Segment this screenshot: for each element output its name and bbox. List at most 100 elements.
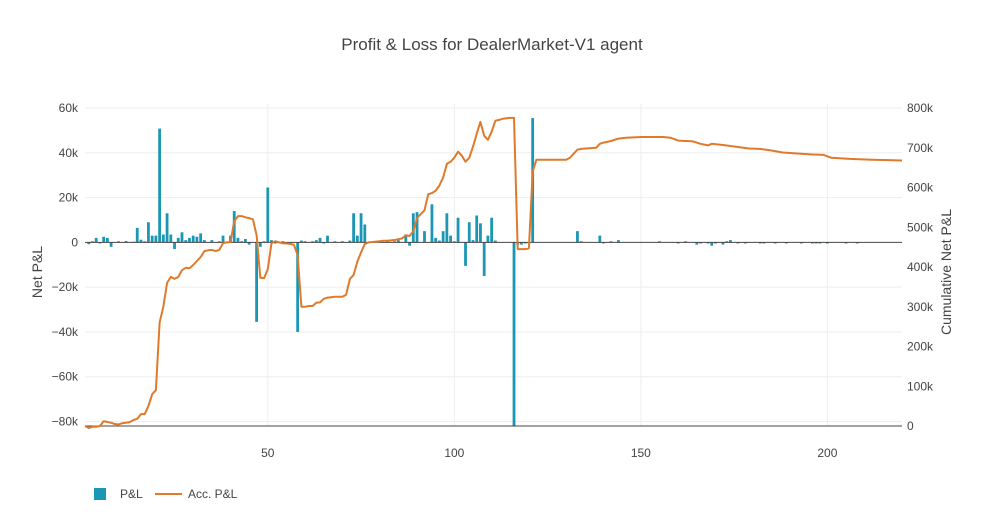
pnl-bar <box>684 241 688 243</box>
pnl-bar <box>188 237 191 243</box>
pnl-bar <box>169 234 173 243</box>
pnl-bar <box>352 213 356 243</box>
pnl-bar <box>341 241 344 243</box>
pnl-bar <box>486 235 490 243</box>
pnl-bar <box>602 242 605 244</box>
pnl-bar <box>471 240 475 243</box>
pnl-bar <box>363 224 367 243</box>
pnl-bar <box>270 240 273 243</box>
y-tick-label: −40k <box>52 325 79 339</box>
pnl-bar <box>676 242 680 244</box>
pnl-bar <box>180 232 184 243</box>
pnl-bar <box>154 235 158 243</box>
pnl-bar <box>617 240 620 243</box>
pnl-bar <box>98 242 102 244</box>
pnl-bar <box>464 242 467 266</box>
pnl-bar <box>393 241 397 243</box>
pnl-bar <box>658 241 661 243</box>
pnl-bar <box>493 240 497 243</box>
pnl-bar <box>438 240 441 243</box>
pnl-bar <box>273 242 277 244</box>
pnl-bar <box>165 213 169 243</box>
pnl-bar <box>296 242 300 332</box>
pnl-bar <box>135 227 139 243</box>
pnl-bar <box>322 242 326 244</box>
pnl-bar <box>105 237 109 243</box>
pnl-bar <box>173 242 176 250</box>
axis-ticks: −80k −60k −40k −20k 0 20k 40k 60k 0 100k 200k 300k 4… <box>52 101 934 460</box>
pnl-bar <box>255 242 259 322</box>
pnl-bar <box>710 242 714 246</box>
y-tick-label: −80k <box>52 415 79 429</box>
pnl-bar <box>199 233 203 243</box>
y2-tick-label: 700k <box>907 141 934 155</box>
pnl-bar <box>762 242 766 244</box>
pnl-bar <box>396 240 400 243</box>
pnl-bar <box>758 242 762 244</box>
pnl-bar <box>87 242 91 245</box>
chart-title: Profit & Loss for DealerMarket-V1 agent <box>341 35 643 54</box>
pnl-bar <box>520 242 523 245</box>
pnl-bar <box>490 217 494 243</box>
pnl-bar <box>784 242 788 244</box>
pnl-bar <box>445 213 449 243</box>
pnl-bar <box>576 231 579 243</box>
pnl-bar <box>695 242 699 245</box>
pnl-bar <box>117 241 120 243</box>
y2-tick-label: 800k <box>907 101 934 115</box>
pnl-bar <box>415 212 419 243</box>
pnl-bars <box>87 118 859 426</box>
pnl-bar <box>184 240 188 243</box>
y2-tick-label: 300k <box>907 300 934 314</box>
pnl-bar <box>479 223 482 243</box>
pnl-bar <box>598 235 602 243</box>
pnl-bar <box>482 242 486 276</box>
y-axis-title: Net P&L <box>29 246 45 298</box>
pnl-bar <box>109 242 113 247</box>
y2-tick-label: 500k <box>907 220 934 234</box>
legend-label-pnl: P&L <box>120 487 143 501</box>
pnl-bar <box>814 242 818 244</box>
pnl-bar <box>91 241 94 243</box>
pnl-bar <box>456 217 460 243</box>
pnl-bar <box>314 240 318 243</box>
y-tick-label: 0 <box>71 235 78 249</box>
x-tick-label: 200 <box>817 446 837 460</box>
pnl-bar <box>359 213 363 243</box>
pnl-bar <box>348 240 352 243</box>
pnl-bar <box>202 240 206 243</box>
pnl-bar <box>449 235 452 243</box>
pnl-bar <box>247 242 251 245</box>
zero-line <box>85 241 902 427</box>
pnl-bar <box>94 237 98 243</box>
pnl-bar <box>512 242 516 426</box>
pnl-bar <box>217 241 221 243</box>
pnl-bar <box>467 222 471 243</box>
x-tick-label: 50 <box>261 446 275 460</box>
pnl-bar <box>773 242 777 244</box>
acc-pnl-line <box>84 116 903 429</box>
pnl-bar <box>799 242 803 244</box>
pnl-bar <box>818 242 822 244</box>
pnl-bar <box>258 242 262 247</box>
pnl-bar <box>706 242 710 244</box>
pnl-bar <box>423 231 426 243</box>
pnl-bar <box>475 215 479 243</box>
legend[interactable]: P&L Acc. P&L <box>94 487 238 501</box>
pnl-bar <box>124 241 128 243</box>
pnl-bar <box>441 231 445 243</box>
pnl-bar <box>191 235 195 243</box>
pnl-bar <box>262 241 266 243</box>
pnl-bar <box>743 242 747 244</box>
pnl-bar <box>210 240 214 243</box>
y-tick-label: 20k <box>59 191 79 205</box>
pnl-bar <box>609 241 613 243</box>
legend-swatch-pnl <box>94 488 106 500</box>
pnl-bar <box>158 128 162 243</box>
pnl-bar <box>452 241 456 243</box>
pnl-bar <box>240 241 244 243</box>
pnl-bar <box>221 235 225 243</box>
pnl-bar <box>147 222 150 243</box>
pnl-bar <box>408 242 411 246</box>
